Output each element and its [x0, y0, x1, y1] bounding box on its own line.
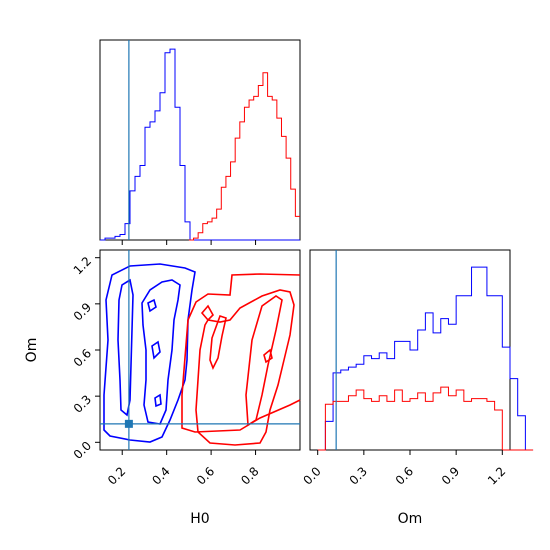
- contour-blue-mid-2: [141, 279, 181, 425]
- hist-om-xtick-label: 0.6: [393, 464, 416, 487]
- contour-ytick-label: 0.6: [71, 346, 94, 369]
- contour-ytick-label: 0.9: [71, 300, 94, 323]
- hist-om-series-a-line: [317, 266, 534, 451]
- contour-xtick-label: 0.2: [105, 464, 128, 487]
- contour-red-mid: [195, 289, 295, 446]
- contour-red-inner-4: [263, 348, 273, 364]
- contour-panel: 0.2 0.4 0.6 0.8 0.0 0.3 0.6 0.9 1.2: [71, 249, 301, 488]
- xlabel-h0: H0: [190, 511, 209, 527]
- hist-om-panel: 0.0 0.3 0.6 0.9 1.2: [300, 249, 534, 488]
- hist-h0-series-a-line: [100, 48, 300, 241]
- contour-red-inner-1: [200, 304, 214, 322]
- xlabel-om: Om: [398, 511, 423, 527]
- contour-ytick-label: 1.2: [71, 254, 94, 277]
- contour-xtick-label: 0.8: [238, 464, 261, 487]
- hist-h0-frame: [99, 39, 301, 241]
- hist-om-xtick-label: 0.0: [300, 464, 323, 487]
- contour-ytick-label: 0.3: [71, 392, 94, 415]
- contour-xtick-label: 0.6: [194, 464, 217, 487]
- ylabel-om: Om: [24, 338, 40, 363]
- contour-truth-marker: [124, 419, 133, 428]
- contour-blue-inner-3: [154, 393, 162, 408]
- contour-ytick-label: 0.0: [71, 439, 94, 462]
- contour-blue-inner-2: [151, 340, 161, 360]
- contour-xtick-label: 0.4: [149, 464, 172, 487]
- hist-om-xtick-label: 1.2: [485, 464, 508, 487]
- hist-om-series-b-line: [317, 386, 534, 451]
- contour-red-inner-3: [245, 295, 283, 427]
- hist-om-xtick-label: 0.3: [347, 464, 370, 487]
- contour-blue-outer: [103, 263, 196, 443]
- hist-h0-series-b-line: [188, 72, 300, 241]
- contour-blue-inner-1: [147, 298, 157, 313]
- contour-red-inner-2: [209, 314, 227, 370]
- hist-h0-panel: [99, 39, 301, 245]
- hist-om-xtick-label: 0.9: [439, 464, 462, 487]
